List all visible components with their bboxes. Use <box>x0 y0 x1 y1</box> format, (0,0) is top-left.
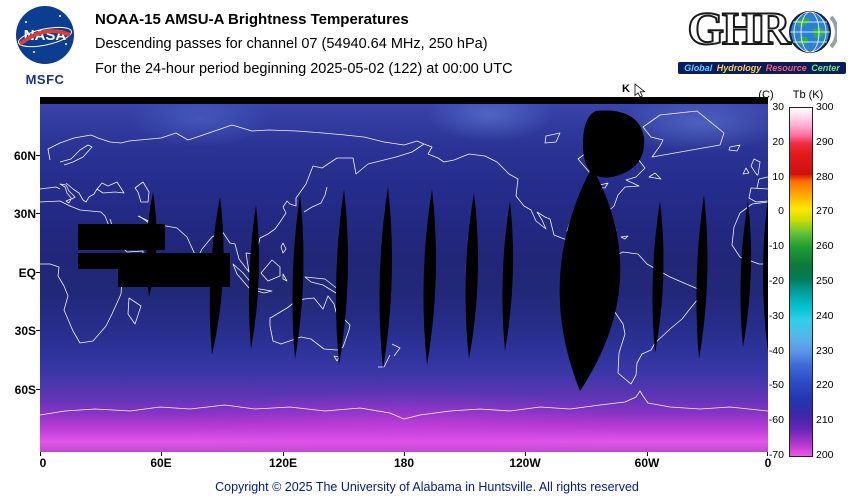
k-tick: 200 <box>816 448 834 461</box>
lat-label-30s: 30S <box>14 324 36 338</box>
k-tick: 250 <box>816 274 834 287</box>
colorbar-celsius-title: (C) <box>758 89 774 101</box>
k-tick: 260 <box>816 240 834 253</box>
c-tick: -30 <box>768 309 784 322</box>
lon-label-120w: 120W <box>509 456 541 470</box>
c-tick: -50 <box>768 379 784 392</box>
x-tick <box>525 452 526 456</box>
k-tick: 210 <box>816 414 834 427</box>
x-tick <box>40 452 41 456</box>
cursor-label: K <box>622 83 630 95</box>
c-tick: -20 <box>768 274 784 287</box>
missing-data-gaps <box>40 97 768 391</box>
ghrc-tagline-word: Resource <box>765 63 807 73</box>
lat-label-eq: EQ <box>18 266 36 280</box>
subtitle-period: For the 24-hour period beginning 2025-05… <box>95 61 513 77</box>
copyright-text: Copyright © 2025 The University of Alaba… <box>215 480 639 494</box>
c-tick: 0 <box>778 205 784 218</box>
lon-label-120e: 120E <box>268 456 298 470</box>
colorbar-kelvin-ticks: 300 290 280 270 260 250 240 230 220 210 … <box>816 101 846 461</box>
k-tick: 220 <box>816 379 834 392</box>
c-tick: 10 <box>772 170 784 183</box>
lon-label-0w: 0 <box>39 456 47 470</box>
k-tick: 290 <box>816 135 834 148</box>
y-tick <box>36 272 40 273</box>
ghrc-globe-icon <box>787 7 839 62</box>
lat-label-30n: 30N <box>13 207 36 221</box>
k-tick: 230 <box>816 344 834 357</box>
lat-label-60s: 60S <box>14 383 36 397</box>
c-tick: -60 <box>768 414 784 427</box>
ghrc-tagline-word: Center <box>811 63 840 73</box>
c-tick: -10 <box>768 240 784 253</box>
ghrc-letters: GHR <box>686 3 791 55</box>
colorbar-gradient <box>789 107 813 457</box>
y-tick <box>36 213 40 214</box>
cursor-arrow-icon <box>634 83 646 98</box>
ghrc-tagline: Global Hydrology Resource Center <box>678 62 846 74</box>
k-tick: 300 <box>816 101 834 113</box>
c-tick: -70 <box>768 448 784 461</box>
lat-label-60n: 60N <box>13 149 36 163</box>
map-overlay <box>40 97 768 420</box>
c-tick: 30 <box>772 101 784 113</box>
page-title: NOAA-15 AMSU-A Brightness Temperatures <box>95 11 409 28</box>
y-tick <box>36 155 40 156</box>
title-block: NOAA-15 AMSU-A Brightness Temperatures D… <box>95 7 513 82</box>
lon-label-60w: 60W <box>634 456 660 470</box>
x-tick <box>404 452 405 456</box>
msfc-label: MSFC <box>25 72 65 87</box>
ghrc-tagline-word: Hydrology <box>716 63 762 73</box>
k-tick: 270 <box>816 205 834 218</box>
y-tick <box>36 330 40 331</box>
colorbar-celsius-ticks: 30 20 10 0 -10 -20 -30 -40 -50 -60 -70 <box>756 101 784 461</box>
mouse-cursor: K <box>622 83 646 99</box>
nasa-logo: NASA MSFC <box>14 4 76 87</box>
k-tick: 280 <box>816 170 834 183</box>
x-tick <box>283 452 284 456</box>
k-tick: 240 <box>816 309 834 322</box>
x-tick <box>767 452 768 456</box>
x-tick <box>161 452 162 456</box>
x-tick <box>647 452 648 456</box>
c-tick: -40 <box>768 344 784 357</box>
subtitle-channel: Descending passes for channel 07 (54940.… <box>95 36 488 52</box>
lon-label-0e: 0 <box>764 456 772 470</box>
brightness-temperature-map <box>40 97 768 452</box>
nasa-meatball-icon: NASA <box>16 6 74 64</box>
c-tick: 20 <box>772 135 784 148</box>
lon-label-60e: 60E <box>150 456 172 470</box>
ghrc-tagline-word: Global <box>684 63 713 73</box>
colorbar-kelvin-title: Tb (K) <box>792 89 824 101</box>
lon-label-180: 180 <box>393 456 415 470</box>
y-tick <box>36 389 40 390</box>
ghrc-logo: GHR Global Hydrology Resource Center <box>678 3 846 74</box>
